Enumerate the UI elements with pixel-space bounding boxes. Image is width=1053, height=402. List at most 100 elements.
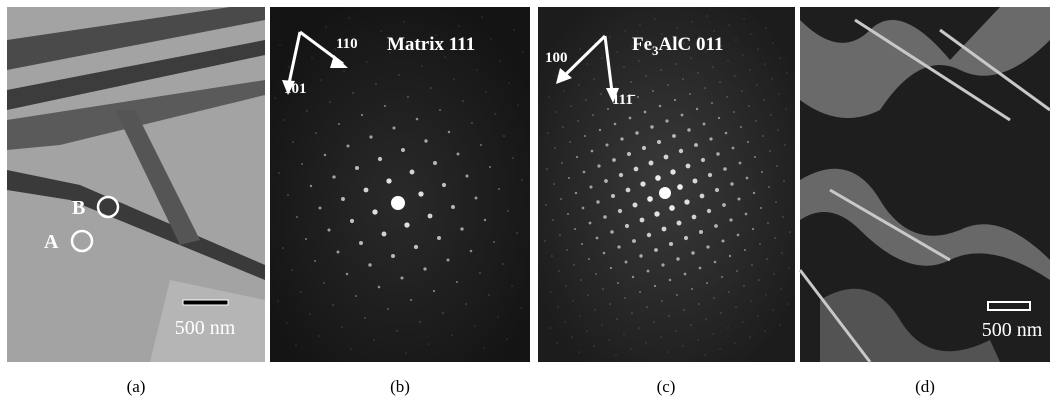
title-part: Fe (632, 34, 652, 55)
diffraction-spot (743, 18, 745, 20)
diffraction-spot (589, 222, 592, 225)
diffraction-spot (728, 24, 730, 26)
diffraction-spot (398, 74, 400, 76)
diffraction-spot (783, 180, 785, 182)
diffraction-spot (587, 294, 589, 296)
diffraction-spot (372, 209, 377, 214)
diffraction-spot (562, 126, 564, 128)
diffraction-spot (684, 273, 687, 276)
diffraction-spot (750, 300, 752, 302)
diffraction-spot (735, 39, 737, 41)
diffraction-spot (375, 83, 377, 85)
diffraction-spot (629, 117, 632, 120)
diffraction-spot (567, 213, 569, 215)
diffraction-spot (433, 290, 435, 292)
diffraction-spot (716, 152, 719, 155)
panel-label: (c) (657, 377, 676, 396)
diffraction-spot (713, 30, 715, 32)
diffraction-spot (458, 25, 460, 27)
diffraction-spot (708, 173, 712, 177)
diffraction-spot (757, 48, 759, 50)
diffraction-spot (736, 270, 738, 272)
diffraction-spot (279, 44, 281, 46)
diffraction-spot (789, 231, 791, 233)
diffraction-spot (758, 279, 760, 281)
diffraction-spot (661, 300, 663, 302)
panel-title: Fe3AlC 011 (632, 34, 723, 58)
diffraction-spot (403, 21, 405, 23)
diffraction-spot (704, 87, 706, 89)
diffraction-spot (448, 131, 451, 134)
diffraction-spot (766, 258, 768, 260)
diffraction-spot (565, 285, 567, 287)
diffraction-spot (437, 236, 441, 240)
panel-label: (b) (390, 377, 410, 396)
diffraction-spot (706, 245, 709, 248)
diffraction-spot (474, 325, 476, 327)
diffraction-spot (382, 232, 387, 237)
diffraction-spot (287, 194, 289, 196)
diffraction-spot (315, 132, 317, 134)
diffraction-spot (632, 276, 634, 278)
diffraction-spot (763, 99, 765, 101)
diffraction-spot (674, 99, 676, 101)
diffraction-spot (278, 172, 280, 174)
diffraction-spot (642, 146, 646, 150)
diffraction-spot (511, 285, 513, 287)
diffraction-spot (416, 118, 419, 121)
diffraction-spot (350, 348, 352, 350)
diffraction-spot (603, 252, 606, 255)
diffraction-spot (675, 330, 677, 332)
diffraction-spot (545, 204, 547, 206)
diffraction-spot (634, 167, 639, 172)
diffraction-spot (502, 263, 504, 265)
diffraction-spot (727, 327, 729, 329)
diffraction-spot (462, 100, 464, 102)
diffraction-spot (557, 306, 559, 308)
diffraction-spot (480, 144, 482, 146)
diffraction-spot (548, 96, 550, 98)
diffraction-spot (725, 132, 728, 135)
diffraction-spot (520, 307, 522, 309)
diffraction-spot (777, 129, 779, 131)
diffraction-spot (786, 72, 788, 74)
diffraction-spot (704, 354, 706, 356)
diffraction-spot (564, 321, 566, 323)
diffraction-spot (329, 101, 331, 103)
diffraction-spot (676, 27, 678, 29)
diffraction-spot (400, 276, 403, 279)
direction-label: 111̄ (612, 92, 636, 108)
diffraction-spot (507, 210, 509, 212)
diffraction-spot (582, 207, 585, 210)
diffraction-spot (623, 66, 625, 68)
diffraction-spot (699, 267, 702, 270)
diffraction-spot (323, 282, 325, 284)
diffraction-spot (401, 148, 405, 152)
diffraction-spot (771, 78, 773, 80)
diffraction-spot (451, 205, 455, 209)
diffraction-spot (730, 182, 733, 185)
diffraction-spot (729, 218, 732, 221)
diffraction-spot (503, 135, 505, 137)
diffraction-spot (639, 291, 641, 293)
diffraction-spot (479, 272, 481, 274)
diffraction-spot (554, 147, 556, 149)
diffraction-spot (787, 303, 789, 305)
diffraction-spot (737, 197, 740, 200)
diffraction-spot (659, 105, 662, 108)
diffraction-spot (779, 324, 781, 326)
diffraction-spot (761, 171, 763, 173)
diffraction-spot (679, 149, 683, 153)
diffraction-spot (442, 312, 444, 314)
diffraction-spot (309, 313, 311, 315)
diffraction-spot (624, 30, 626, 32)
diffraction-spot (713, 297, 715, 299)
diffraction-spot (348, 17, 350, 19)
diffraction-spot (604, 179, 608, 183)
diffraction-spot (706, 282, 708, 284)
diffraction-spot (644, 111, 647, 114)
diffraction-spot (584, 135, 586, 137)
diffraction-spot (734, 342, 736, 344)
diffraction-spot (332, 175, 335, 178)
diffraction-spot (355, 295, 357, 297)
